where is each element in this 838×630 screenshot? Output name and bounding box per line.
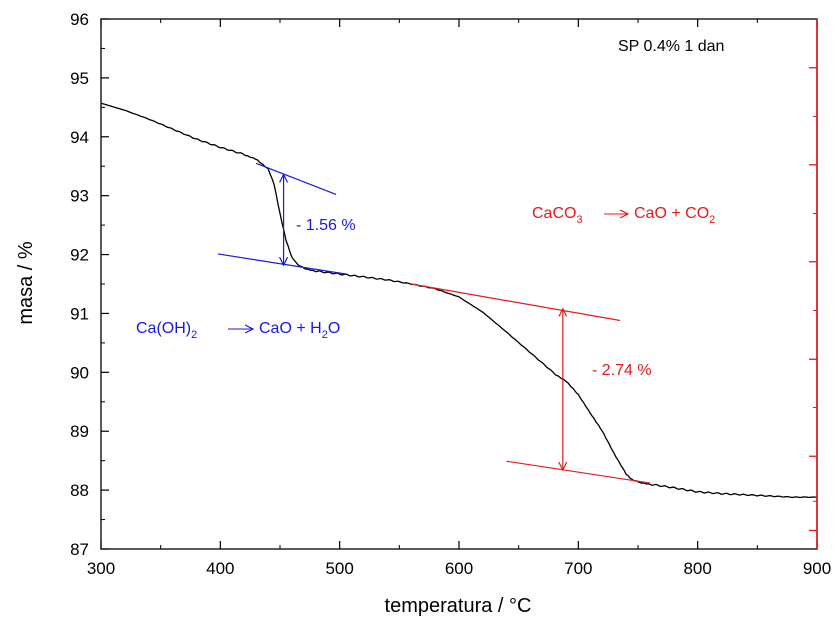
- plot-frame: [100, 18, 818, 550]
- step1-tangent-lower: [217, 253, 346, 275]
- y-tick-label: 91: [70, 304, 89, 323]
- step2-percent-label: - 2.74 %: [592, 362, 652, 379]
- y-tick-label: 93: [70, 187, 89, 206]
- y-tick-label: 87: [70, 540, 89, 559]
- x-tick-label: 700: [564, 559, 592, 578]
- step1-reaction-products: CaO + H2O: [259, 320, 340, 341]
- x-tick-label: 300: [87, 559, 115, 578]
- y-tick-label: 90: [70, 363, 89, 382]
- y-axis-title: masa / %: [15, 241, 37, 325]
- y-tick-label: 95: [70, 69, 89, 88]
- step2-reaction: CaCO3: [532, 205, 583, 226]
- x-tick-label: 800: [683, 559, 711, 578]
- y-tick-label: 94: [70, 128, 89, 147]
- sample-label: SP 0.4% 1 dan: [618, 38, 724, 55]
- y-tick-label: 88: [70, 481, 89, 500]
- step2-tangent-upper: [411, 283, 621, 322]
- x-tick-label: 400: [206, 559, 234, 578]
- annotations: [217, 162, 651, 484]
- step2-tangent-lower: [506, 460, 651, 484]
- x-tick-label: 500: [325, 559, 353, 578]
- y-tick-label: 96: [70, 10, 89, 29]
- step1-reaction: Ca(OH)2: [136, 320, 197, 341]
- x-tick-label: 900: [803, 559, 831, 578]
- mass-curve: [100, 102, 818, 499]
- y-tick-label: 92: [70, 246, 89, 265]
- x-axis-title: temperatura / °C: [385, 595, 532, 617]
- step1-tangent-upper: [255, 162, 337, 196]
- axis-ticks: 300 400 500 600 700 800 900 87 88 89 90 91 92 93 94 95 9…: [70, 10, 831, 578]
- step2-reaction-products: CaO + CO2: [634, 205, 715, 226]
- x-tick-label: 600: [445, 559, 473, 578]
- step1-percent-label: - 1.56 %: [296, 217, 356, 234]
- y-tick-label: 89: [70, 422, 89, 441]
